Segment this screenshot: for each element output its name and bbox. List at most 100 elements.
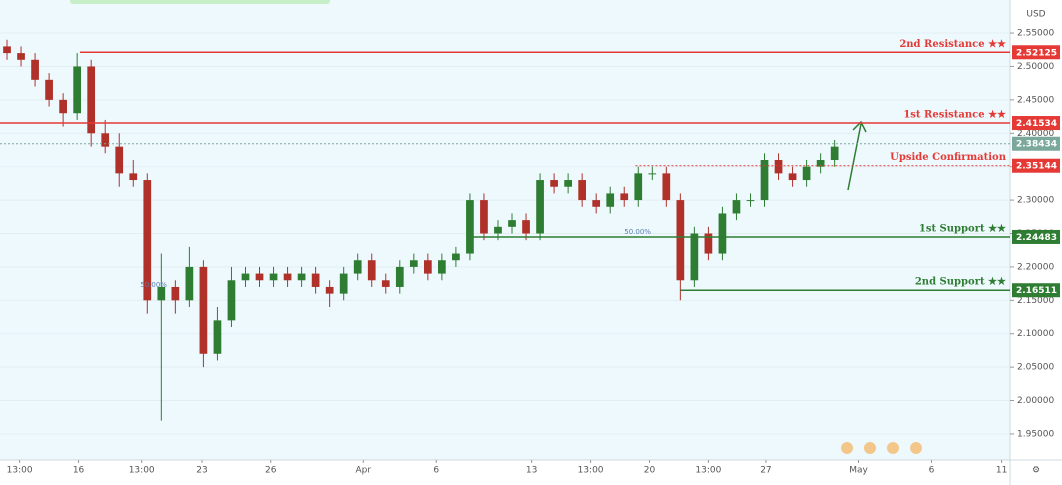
candle-body — [423, 260, 432, 274]
candle-body — [115, 146, 124, 174]
x-tick-label: 13:00 — [129, 466, 155, 476]
price-badge — [1012, 158, 1060, 173]
header-box — [70, 0, 330, 4]
candle-body — [143, 180, 152, 301]
candle-body — [311, 273, 320, 287]
candle-body — [283, 273, 292, 281]
candle-body — [606, 193, 615, 207]
candle-body — [31, 59, 39, 80]
price-badge — [1012, 45, 1060, 60]
price-badge-label: 2.38434 — [1016, 140, 1057, 150]
y-tick-label: 2.30000 — [1017, 196, 1054, 206]
y-tick-label: 2.10000 — [1017, 329, 1054, 339]
price-badge-label: 2.41534 — [1016, 119, 1057, 129]
level-label: 1st Resistance ★★ — [903, 110, 1006, 121]
x-tick-label: 27 — [760, 466, 771, 476]
x-tick-label: 6 — [433, 466, 439, 476]
x-tick-label: 13 — [526, 466, 537, 476]
candle-body — [409, 260, 418, 267]
currency: USD — [1026, 10, 1045, 20]
price-badge-label: 2.52125 — [1016, 48, 1057, 58]
x-tick-label: 13:00 — [7, 466, 33, 476]
x-tick-label: 23 — [196, 466, 207, 476]
level-label: 2nd Support ★★ — [915, 277, 1006, 288]
candle-body — [339, 273, 348, 294]
candle-body — [536, 180, 544, 234]
candle-body — [353, 260, 362, 274]
candle-body — [634, 173, 643, 201]
candle-body — [73, 66, 82, 114]
candle-body — [620, 193, 629, 201]
x-tick-label: 26 — [265, 466, 277, 476]
y-tick-label: 2.55000 — [1017, 29, 1054, 39]
candle-body — [452, 253, 460, 261]
candle-body — [662, 173, 671, 201]
candle-body — [255, 273, 264, 281]
candle-body — [297, 273, 306, 281]
price-badge — [1012, 136, 1060, 151]
candle-body — [508, 220, 516, 227]
price-badge — [1012, 283, 1060, 298]
y-tick-label: 2.15000 — [1017, 296, 1054, 306]
candle-body — [648, 173, 657, 175]
candle-body — [3, 46, 11, 54]
candle-body — [788, 173, 797, 181]
candle-body — [746, 200, 755, 202]
candle-body — [157, 286, 166, 301]
x-tick-label: Apr — [356, 466, 372, 476]
price-badge-label: 2.35144 — [1016, 162, 1057, 172]
price-badge-label: 2.24483 — [1016, 233, 1057, 243]
arrow-head — [852, 120, 867, 133]
level-label: 1st Support ★★ — [919, 223, 1006, 234]
settings-icon[interactable]: ⚙ — [1032, 466, 1040, 476]
candle-body — [241, 273, 250, 281]
candle-body — [213, 320, 222, 354]
candle-body — [59, 99, 67, 114]
candle-body — [578, 180, 587, 201]
candle-body — [87, 66, 96, 134]
candle-body — [101, 133, 110, 147]
candle-body — [325, 286, 334, 294]
y-tick-label: 2.45000 — [1017, 95, 1054, 105]
y-tick-label: 2.50000 — [1017, 62, 1054, 72]
event-icon — [841, 442, 853, 454]
y-tick-label: 2.05000 — [1017, 363, 1054, 373]
price-badge-label: 2.16511 — [1016, 286, 1057, 296]
candle-body — [704, 233, 713, 254]
candle-body — [381, 280, 390, 287]
x-tick-label: 6 — [929, 466, 935, 476]
event-icon — [910, 442, 922, 454]
event-icon — [887, 442, 899, 454]
candle-body — [45, 79, 53, 100]
candle-body — [480, 200, 488, 234]
level-label: 2nd Resistance ★★ — [899, 39, 1006, 50]
x-tick-label: 13:00 — [578, 466, 604, 476]
candle-body — [676, 200, 685, 281]
fib-label: 50.00% — [624, 228, 651, 236]
fib-label: 50.00% — [140, 281, 167, 289]
candle-body — [171, 286, 180, 301]
candle-body — [438, 260, 446, 274]
candle-body — [564, 180, 572, 187]
level-label: Upside Confirmation — [890, 152, 1007, 163]
candle-body — [17, 53, 25, 60]
candle-body — [802, 166, 811, 181]
price-badge — [1012, 229, 1060, 244]
arrow — [847, 123, 862, 191]
candle-body — [269, 273, 278, 281]
candle-body — [550, 180, 558, 187]
candles — [0, 32, 1010, 435]
candle-body — [185, 266, 194, 301]
plot-background — [0, 0, 1010, 460]
candle-body — [129, 173, 138, 181]
time-axis — [0, 460, 1010, 485]
x-tick-label: 16 — [73, 466, 85, 476]
price-badge — [1012, 116, 1060, 131]
x-tick-label: 11 — [996, 466, 1007, 476]
y-tick-label: 2.20000 — [1017, 262, 1054, 272]
candle-body — [830, 146, 839, 161]
candle-body — [690, 233, 699, 281]
candle-body — [466, 200, 474, 254]
candle-body — [592, 200, 601, 207]
